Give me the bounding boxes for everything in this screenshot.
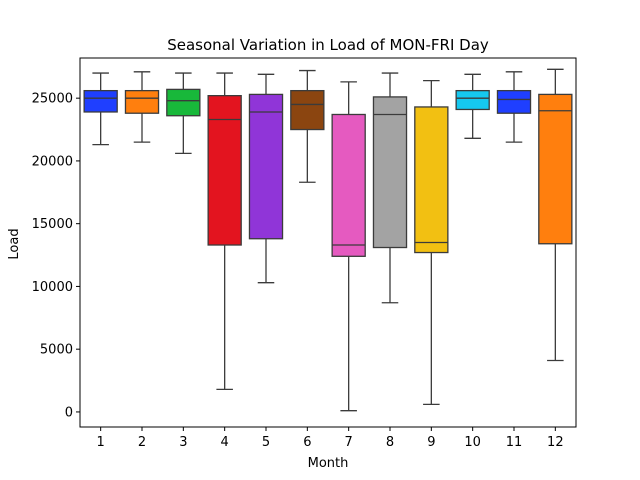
- box-iqr: [496, 89, 532, 114]
- box-month-2: [124, 71, 160, 143]
- box-month-4: [207, 72, 242, 390]
- x-tick-label: 2: [138, 435, 146, 450]
- x-tick-label: 5: [262, 435, 270, 450]
- x-tick-label: 4: [221, 435, 229, 450]
- y-axis-label: Load: [7, 228, 22, 259]
- box-month-5: [248, 73, 284, 284]
- x-tick-label: 6: [303, 435, 311, 450]
- box-month-11: [496, 71, 532, 143]
- x-tick-label: 9: [427, 435, 435, 450]
- box-month-10: [455, 73, 490, 139]
- box-month-6: [290, 69, 325, 183]
- box-iqr: [538, 93, 573, 245]
- y-axis-ticks: 0 5000 10000 15000 20000 25000: [32, 92, 80, 420]
- box-iqr: [372, 96, 408, 249]
- box-iqr: [207, 95, 242, 246]
- plot-frame: [79, 57, 577, 428]
- box-month-12: [538, 68, 573, 362]
- box-month-7: [331, 81, 366, 412]
- x-axis-label: Month: [308, 456, 349, 471]
- box-iqr: [455, 89, 490, 111]
- x-tick-label: 12: [547, 435, 564, 450]
- chart-title: Seasonal Variation in Load of MON-FRI Da…: [167, 36, 489, 54]
- y-tick-label: 0: [65, 405, 73, 420]
- x-tick-label: 7: [345, 435, 353, 450]
- y-tick-label: 5000: [40, 343, 73, 358]
- box-month-8: [372, 72, 408, 304]
- box-iqr: [290, 89, 325, 131]
- y-tick-label: 25000: [32, 92, 73, 107]
- y-tick-label: 10000: [32, 280, 73, 295]
- box-series: [83, 68, 573, 412]
- box-iqr: [248, 93, 284, 240]
- box-month-9: [414, 79, 449, 406]
- y-tick-label: 15000: [32, 217, 73, 232]
- box-month-1: [83, 72, 118, 146]
- box-iqr: [124, 89, 160, 114]
- y-tick-label: 20000: [32, 154, 73, 169]
- x-tick-label: 1: [97, 435, 105, 450]
- box-iqr: [331, 113, 366, 257]
- box-month-3: [166, 72, 201, 155]
- plot-area: [79, 57, 577, 428]
- x-tick-label: 11: [506, 435, 523, 450]
- x-tick-label: 3: [179, 435, 187, 450]
- box-iqr: [414, 106, 449, 254]
- x-tick-label: 8: [386, 435, 394, 450]
- x-axis-ticks: 1 2 3 4 5 6 7 8 9 10 11 12: [97, 427, 564, 450]
- box-iqr: [83, 89, 118, 113]
- box-iqr: [166, 88, 201, 117]
- x-tick-label: 10: [464, 435, 481, 450]
